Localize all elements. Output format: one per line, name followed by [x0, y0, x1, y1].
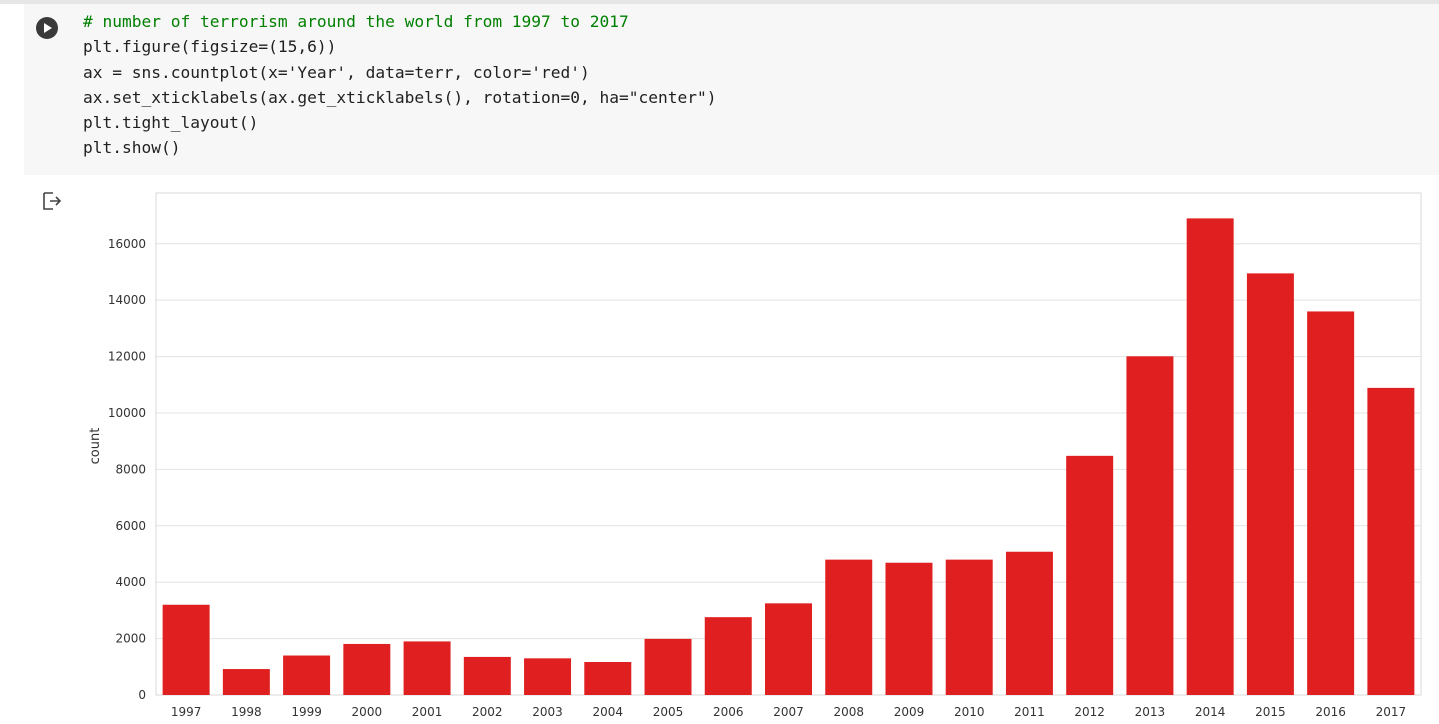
code-line: plt.figure(figsize=(15,6))	[83, 37, 337, 57]
x-tick-label: 2007	[773, 705, 804, 719]
code-line: # number of terrorism around the world f…	[83, 12, 629, 31]
bar-2015	[1246, 273, 1294, 695]
y-axis-label: count	[88, 428, 103, 465]
x-tick-label: 2014	[1195, 705, 1226, 719]
bar-2005	[644, 638, 692, 695]
run-cell-button[interactable]	[36, 17, 58, 39]
bar-2002	[463, 656, 511, 695]
x-tick-label: 2006	[713, 705, 744, 719]
y-tick-label: 0	[138, 688, 146, 702]
output-arrow-icon[interactable]	[40, 190, 64, 212]
y-tick-label: 8000	[115, 462, 146, 476]
bar-chart: 0 2000 4000 6000 8000 10000 12000 14000 16000 19…	[88, 192, 1422, 719]
y-tick-label: 4000	[115, 575, 146, 589]
bar-2016	[1307, 311, 1355, 695]
y-tick-label: 6000	[115, 519, 146, 533]
bar-2001	[403, 641, 451, 695]
code-cell[interactable]	[24, 4, 1439, 175]
cell-top-border	[0, 0, 1439, 4]
x-tick-label: 2008	[833, 705, 864, 719]
bar-1998	[222, 669, 270, 695]
y-tick-labels: 0 2000 4000 6000 8000 10000 12000 14000 16000	[108, 237, 146, 702]
code-line: plt.show()	[83, 138, 181, 158]
x-tick-label: 2002	[472, 705, 503, 719]
bar-2010	[945, 559, 993, 695]
chart-bars	[162, 218, 1415, 695]
bar-1999	[283, 655, 331, 695]
bar-2007	[765, 603, 812, 695]
bar-2000	[343, 643, 391, 695]
code-line: ax = sns.countplot(x='Year', data=terr, …	[83, 62, 590, 82]
x-tick-label: 2001	[412, 705, 443, 719]
x-tick-label: 2005	[653, 705, 684, 719]
x-tick-labels: 1997 1998 1999 2000 2001 2002 2003 2004 2005 2006…	[171, 705, 1406, 719]
x-tick-label: 2012	[1074, 705, 1105, 719]
bar-2004	[584, 662, 632, 695]
x-tick-label: 2015	[1255, 705, 1286, 719]
x-tick-label: 2010	[954, 705, 985, 719]
x-tick-label: 2013	[1135, 705, 1166, 719]
x-tick-label: 2004	[593, 705, 624, 719]
x-tick-label: 2009	[894, 705, 925, 719]
code-editor[interactable]: # number of terrorism around the world f…	[83, 9, 716, 161]
bar-2014	[1186, 218, 1234, 695]
x-tick-label: 1997	[171, 705, 202, 719]
x-tick-label: 2016	[1315, 705, 1346, 719]
y-tick-label: 14000	[108, 293, 146, 307]
bar-2009	[885, 562, 933, 695]
x-tick-label: 1999	[291, 705, 322, 719]
y-tick-label: 16000	[108, 237, 146, 251]
bar-2006	[704, 617, 752, 695]
x-tick-label: 1998	[231, 705, 262, 719]
bar-2017	[1367, 387, 1415, 695]
bar-2008	[825, 559, 873, 695]
x-tick-label: 2017	[1376, 705, 1407, 719]
y-tick-label: 12000	[108, 350, 146, 364]
y-tick-label: 10000	[108, 406, 146, 420]
bar-1997	[162, 604, 210, 695]
bar-2012	[1066, 455, 1114, 695]
x-tick-label: 2011	[1014, 705, 1045, 719]
play-icon	[44, 23, 52, 33]
bar-2011	[1005, 551, 1053, 695]
x-tick-label: 2003	[532, 705, 563, 719]
bar-2013	[1126, 356, 1174, 695]
bar-2003	[524, 658, 572, 695]
code-line: plt.tight_layout()	[83, 113, 259, 133]
y-tick-label: 2000	[115, 632, 146, 646]
code-line: ax.set_xticklabels(ax.get_xticklabels(),…	[83, 87, 717, 107]
x-tick-label: 2000	[352, 705, 383, 719]
